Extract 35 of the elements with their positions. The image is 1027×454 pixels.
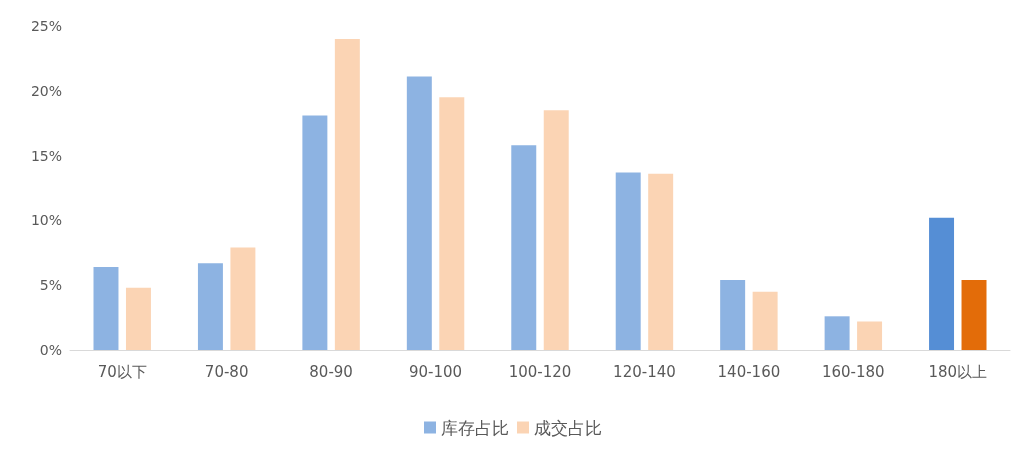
x-tick-label: 160-180 [821,362,885,381]
x-tick-label: 80-90 [309,362,353,381]
bar [961,280,987,350]
bar [543,110,569,350]
bar [752,291,778,350]
bar [197,263,223,350]
bar [615,172,641,350]
bar [857,321,883,350]
legend-label: 库存占比 [441,417,509,438]
bar [720,280,746,350]
x-tick-label: 100-120 [508,362,572,381]
x-tick-label: 140-160 [717,362,781,381]
bar [334,38,360,350]
bar [93,267,119,350]
x-tick-label: 70-80 [204,362,249,381]
y-tick-label: 25% [30,18,62,34]
x-tick-label: 90-100 [408,362,463,381]
bar [511,145,537,350]
bar [125,287,151,350]
bar [929,217,955,350]
x-tick-label: 180以上 [928,362,988,381]
y-tick-label: 15% [30,147,62,164]
bar [648,173,674,350]
bar [406,76,432,350]
y-tick-label: 10% [30,212,62,229]
bar [439,97,465,350]
bar [824,316,850,350]
legend-label: 成交占比 [534,417,602,438]
y-tick-label: 5% [39,277,62,294]
x-tick-label: 70以下 [97,362,147,381]
x-tick-label: 120-140 [613,362,676,381]
y-tick-label: 20% [30,82,62,99]
bar [302,115,328,350]
y-tick-label: 0% [39,342,62,358]
bar [230,247,256,350]
